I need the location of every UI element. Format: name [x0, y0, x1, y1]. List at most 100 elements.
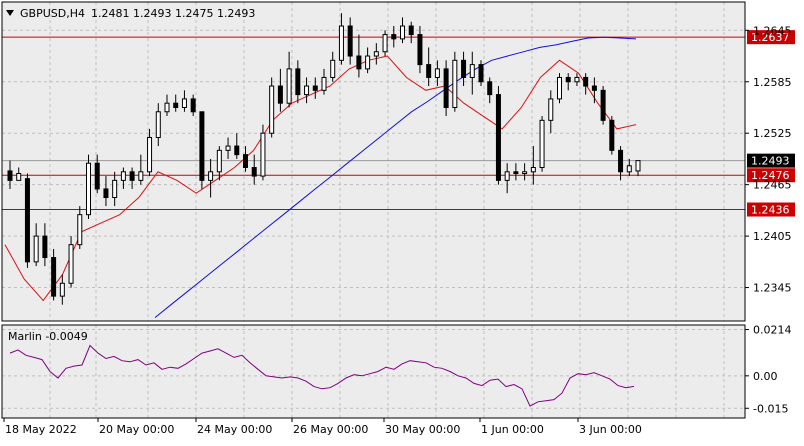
- candle: [216, 146, 222, 181]
- candle-body-down: [487, 81, 493, 96]
- candle: [164, 94, 170, 117]
- candle: [365, 47, 371, 74]
- candle-body-up: [138, 171, 144, 181]
- chart-ohlc: 1.2481 1.2493 1.2475 1.2493: [91, 7, 255, 20]
- candle: [583, 73, 589, 95]
- level-price-tag: [747, 168, 795, 183]
- candle: [42, 223, 48, 267]
- candle-body-down: [583, 76, 589, 87]
- indicator-plot-frame: [1, 324, 746, 419]
- candle: [304, 77, 310, 104]
- candle-body-up: [452, 59, 458, 108]
- candle-body-up: [338, 25, 344, 61]
- candle-body-down: [42, 235, 48, 259]
- level-price-label: 1.2637: [751, 31, 790, 44]
- candle-body-down: [173, 102, 179, 108]
- candle: [86, 154, 91, 219]
- candle-body-down: [51, 257, 57, 297]
- candle: [234, 133, 240, 159]
- symbol-menu-triangle-icon[interactable]: [6, 10, 14, 16]
- candle: [635, 160, 641, 177]
- current-price-tag: [747, 153, 795, 168]
- candle: [417, 26, 423, 74]
- candle: [51, 248, 57, 301]
- time-tick-label: 3 Jun 00:00: [579, 423, 642, 436]
- candle-body-up: [504, 171, 510, 181]
- time-tick-label: 20 May 00:00: [99, 423, 174, 436]
- candle: [77, 206, 83, 249]
- candle-body-up: [164, 102, 170, 113]
- candle-body-up: [286, 68, 292, 104]
- candle: [487, 77, 493, 104]
- candle-body-up: [635, 160, 641, 172]
- candle: [400, 17, 405, 44]
- main-plot-area[interactable]: [2, 2, 745, 321]
- candle-body-down: [129, 171, 135, 181]
- time-axis[interactable]: 18 May 2022 20 May 00:00 24 May 00:00 26 Ma…: [3, 418, 642, 436]
- candle: [478, 60, 484, 87]
- price-tick-label: 1.2525: [753, 127, 792, 140]
- candle: [147, 128, 153, 177]
- candle-body-down: [243, 154, 248, 169]
- candle: [618, 146, 624, 181]
- candle-body-up: [260, 132, 266, 177]
- time-tick-label: 30 May 00:00: [385, 423, 460, 436]
- candle-body-up: [68, 244, 74, 284]
- candle-body-up: [155, 111, 161, 138]
- candle-body-down: [426, 64, 432, 78]
- candle-body-down: [234, 145, 240, 156]
- candle: [513, 163, 519, 181]
- candles: [7, 13, 641, 305]
- candle-body-up: [33, 235, 39, 263]
- candle-body-down: [408, 25, 414, 36]
- indicator-axis[interactable]: 0.0214 0.00 -0.015: [745, 324, 792, 416]
- candle: [243, 146, 248, 172]
- indicator-tick-label: 0.00: [753, 370, 778, 383]
- candle: [356, 34, 362, 78]
- candle: [129, 167, 135, 189]
- grid: [2, 2, 745, 418]
- candle: [286, 51, 292, 108]
- candle-body-up: [120, 171, 126, 181]
- candle-body-up: [16, 173, 22, 181]
- candle-body-up: [382, 34, 388, 53]
- price-axis[interactable]: 1.2645 1.2585 1.2525 1.2465 1.2405 1.2345: [745, 24, 792, 295]
- price-tick-label: 1.2345: [753, 282, 792, 295]
- candle: [443, 60, 449, 117]
- level-price-tag: [747, 30, 795, 45]
- candle: [120, 167, 126, 189]
- price-tick-label: 1.2585: [753, 76, 792, 89]
- time-tick-label: 1 Jun 00:00: [481, 423, 544, 436]
- candle-body-down: [565, 76, 571, 83]
- candle-body-down: [251, 167, 257, 177]
- candle-body-up: [321, 76, 327, 91]
- marlin-indicator: [9, 344, 635, 407]
- candle-body-down: [295, 68, 301, 96]
- price-tick-label: 1.2405: [753, 230, 792, 243]
- candle-body-down: [495, 94, 501, 181]
- price-tick-label: 1.2465: [753, 179, 792, 192]
- indicator-plot-area[interactable]: [2, 325, 745, 418]
- candle: [321, 68, 327, 95]
- candle: [461, 51, 467, 87]
- candle-body-up: [373, 51, 379, 57]
- candle: [68, 236, 74, 288]
- chart-symbol: GBPUSD,H4: [20, 7, 85, 20]
- candle-body-down: [461, 59, 467, 78]
- level-price-label: 1.2476: [751, 169, 790, 182]
- marlin-line: [9, 344, 635, 407]
- candle: [347, 17, 353, 65]
- candle-body-down: [94, 162, 100, 190]
- candle-body-up: [304, 85, 310, 96]
- candle: [7, 160, 13, 189]
- candle-body-up: [86, 162, 91, 216]
- indicator-label: Marlin -0.0049: [8, 330, 88, 343]
- candle: [190, 94, 196, 117]
- moving-averages: [4, 36, 637, 318]
- time-tick-label: 18 May 2022: [5, 423, 77, 436]
- candle-body-up: [400, 25, 405, 40]
- candle: [434, 60, 440, 87]
- fast-moving-average-line: [4, 55, 637, 302]
